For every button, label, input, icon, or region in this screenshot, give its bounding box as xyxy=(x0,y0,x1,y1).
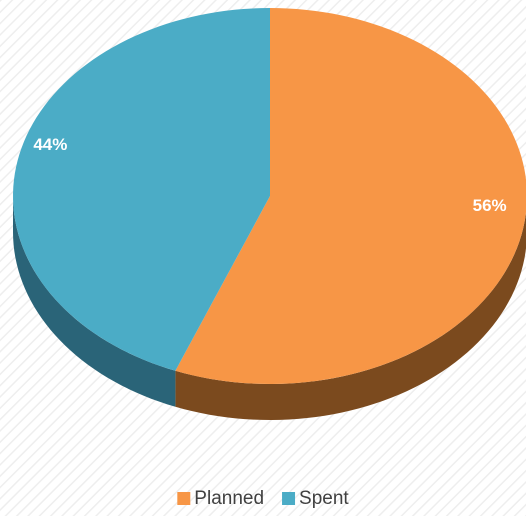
legend-label: Spent xyxy=(299,488,349,509)
slice xyxy=(175,8,526,384)
legend-swatch xyxy=(282,492,296,505)
data-label: 56% xyxy=(473,196,507,215)
slice xyxy=(13,8,270,371)
slice-side xyxy=(175,212,526,420)
legend-swatch xyxy=(177,492,191,505)
data-label: 44% xyxy=(33,135,67,154)
legend-label: Planned xyxy=(194,488,264,509)
slice-side xyxy=(13,196,176,407)
